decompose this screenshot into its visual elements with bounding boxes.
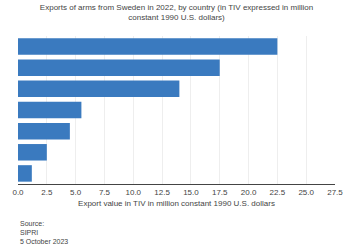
svg-text:2.5: 2.5 [41, 188, 53, 197]
svg-text:7.5: 7.5 [99, 188, 111, 197]
svg-text:12.5: 12.5 [154, 188, 170, 197]
svg-text:Exports of arms from Sweden in: Exports of arms from Sweden in 2022, by … [40, 3, 313, 22]
svg-text:27.5: 27.5 [327, 188, 343, 197]
svg-text:15.0: 15.0 [183, 188, 199, 197]
svg-text:22.5: 22.5 [270, 188, 286, 197]
svg-text:Source:SIPRI5 October 2023: Source:SIPRI5 October 2023 [20, 220, 68, 245]
svg-text:5.0: 5.0 [70, 188, 82, 197]
svg-text:25.0: 25.0 [298, 188, 314, 197]
svg-text:17.5: 17.5 [212, 188, 228, 197]
svg-text:Export value in TIV in million: Export value in TIV in million constant … [78, 199, 275, 208]
svg-text:0.0: 0.0 [12, 188, 24, 197]
svg-text:20.0: 20.0 [241, 188, 257, 197]
svg-text:10.0: 10.0 [125, 188, 141, 197]
